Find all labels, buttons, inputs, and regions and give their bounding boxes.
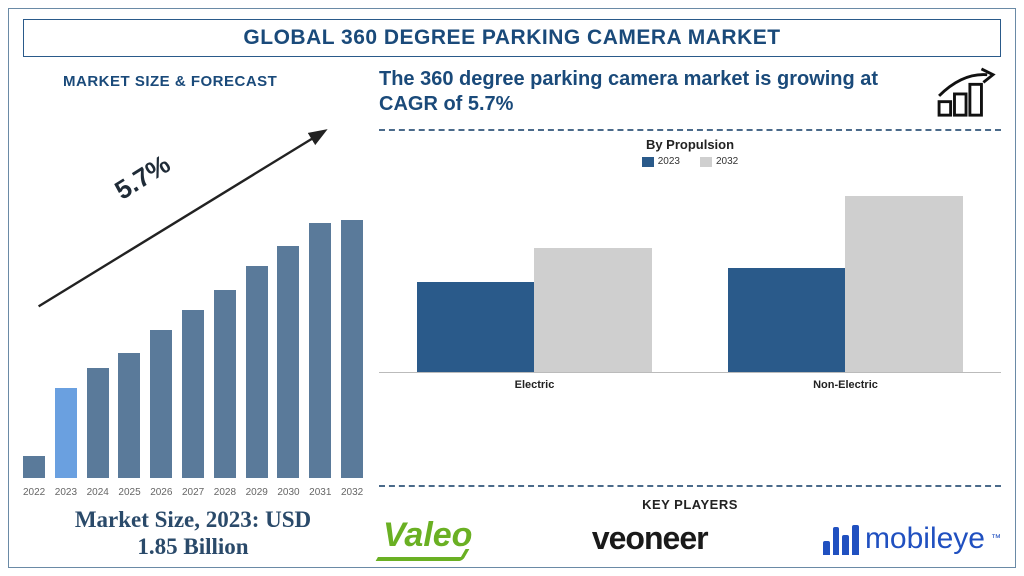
- forecast-year-label: 2032: [341, 487, 363, 498]
- legend-label-2032: 2032: [716, 156, 738, 167]
- growth-bars-icon: [933, 67, 1001, 119]
- forecast-bar: [55, 388, 77, 478]
- forecast-year-label: 2023: [55, 487, 77, 498]
- forecast-year-label: 2029: [246, 487, 268, 498]
- headline-row: The 360 degree parking camera market is …: [379, 67, 1001, 119]
- logo-valeo: Valeo: [379, 516, 476, 561]
- forecast-bar: [150, 330, 172, 478]
- xlabel-nonelectric: Non-Electric: [715, 379, 976, 391]
- propulsion-chart-title: By Propulsion: [379, 137, 1001, 152]
- forecast-bar: [87, 368, 109, 478]
- forecast-bar: [246, 266, 268, 478]
- propulsion-group: [404, 248, 665, 372]
- propulsion-plot-area: [379, 173, 1001, 373]
- forecast-section-title: MARKET SIZE & FORECAST: [63, 73, 363, 90]
- forecast-year-label: 2031: [309, 487, 331, 498]
- mobileye-word: mobileye: [865, 522, 985, 556]
- infographic-frame: GLOBAL 360 DEGREE PARKING CAMERA MARKET …: [8, 8, 1016, 568]
- forecast-bar: [341, 220, 363, 478]
- legend-swatch-2032: [700, 157, 712, 167]
- key-players-logos: Valeo veoneer mobileye ™: [379, 516, 1001, 561]
- forecast-bar: [277, 246, 299, 478]
- mobileye-mark-icon: [823, 523, 859, 555]
- dashed-separator: [379, 129, 1001, 131]
- legend-label-2023: 2023: [658, 156, 680, 167]
- propulsion-bar-2032: [534, 248, 652, 372]
- propulsion-bar-2032: [845, 196, 963, 372]
- market-size-line1: Market Size, 2023: USD: [75, 507, 311, 532]
- content-row: MARKET SIZE & FORECAST 5.7% 2022 2023 2024…: [23, 67, 1001, 561]
- xlabel-electric: Electric: [404, 379, 665, 391]
- forecast-bar: [214, 290, 236, 478]
- propulsion-bar-2023: [417, 282, 535, 372]
- key-players-title: KEY PLAYERS: [379, 497, 1001, 512]
- cagr-label: 5.7%: [109, 149, 176, 207]
- logo-veoneer: veoneer: [592, 520, 708, 557]
- propulsion-group: [715, 196, 976, 372]
- forecast-bar: [182, 310, 204, 478]
- legend-item-2023: 2023: [642, 156, 680, 167]
- forecast-year-label: 2024: [87, 487, 109, 498]
- main-title-box: GLOBAL 360 DEGREE PARKING CAMERA MARKET: [23, 19, 1001, 57]
- forecast-year-axis: 2022 2023 2024 2025 2026 2027 2028 2029 2030 2031…: [23, 487, 363, 498]
- forecast-year-label: 2026: [150, 487, 172, 498]
- left-column: MARKET SIZE & FORECAST 5.7% 2022 2023 2024…: [23, 67, 363, 561]
- logo-mobileye: mobileye ™: [823, 522, 1001, 556]
- forecast-bars-row: [23, 220, 363, 478]
- right-column: The 360 degree parking camera market is …: [379, 67, 1001, 561]
- headline-text: The 360 degree parking camera market is …: [379, 67, 921, 117]
- forecast-year-label: 2028: [214, 487, 236, 498]
- main-title: GLOBAL 360 DEGREE PARKING CAMERA MARKET: [36, 26, 988, 50]
- market-size-text: Market Size, 2023: USD 1.85 Billion: [23, 506, 363, 561]
- propulsion-legend: 2023 2032: [379, 156, 1001, 167]
- forecast-bar-chart: 5.7% 2022 2023 2024 2025 2026 2027 2028 2029 203…: [23, 94, 363, 502]
- forecast-year-label: 2027: [182, 487, 204, 498]
- legend-swatch-2023: [642, 157, 654, 167]
- market-size-line2: 1.85 Billion: [137, 534, 248, 559]
- dashed-separator-2: [379, 485, 1001, 487]
- forecast-bar: [309, 223, 331, 478]
- forecast-year-label: 2022: [23, 487, 45, 498]
- forecast-year-label: 2030: [277, 487, 299, 498]
- forecast-year-label: 2025: [118, 487, 140, 498]
- propulsion-x-labels: Electric Non-Electric: [379, 379, 1001, 391]
- forecast-bar: [118, 353, 140, 478]
- trademark-symbol: ™: [991, 533, 1001, 544]
- forecast-bar: [23, 456, 45, 478]
- propulsion-bar-2023: [728, 268, 846, 372]
- legend-item-2032: 2032: [700, 156, 738, 167]
- propulsion-chart: By Propulsion 2023 2032 Electric Non-Ele…: [379, 137, 1001, 481]
